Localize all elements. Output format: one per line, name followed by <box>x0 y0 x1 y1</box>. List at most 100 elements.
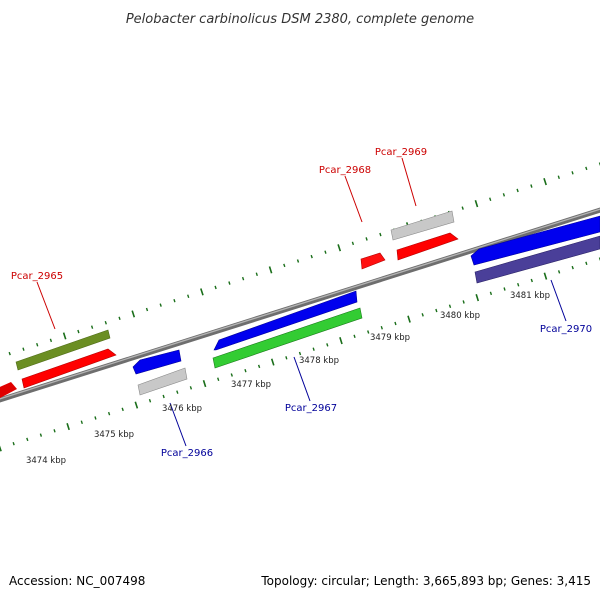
upper-scale-tick <box>571 171 574 175</box>
label-leader-lines <box>36 157 567 447</box>
lower-scale-tick <box>298 351 302 356</box>
lower-scale-tick <box>257 364 261 369</box>
upper-scale-tick <box>200 288 204 296</box>
scale-label-3479: 3479 kbp <box>370 333 410 343</box>
lower-scale-tick <box>148 398 152 403</box>
upper-scale-tick <box>296 259 300 263</box>
gene-pcar-2965-olive <box>15 329 111 371</box>
upper-scale-tick <box>351 241 355 246</box>
lower-scale-tick <box>189 386 193 390</box>
lower-scale-tick <box>394 321 397 326</box>
upper-scale-tick <box>585 166 588 171</box>
upper-scale-tick <box>379 232 382 237</box>
lower-scale-tick <box>475 294 480 302</box>
lower-scale-tick <box>176 390 179 394</box>
lower-scale-tick <box>66 422 70 431</box>
upper-scale-tick <box>159 303 162 307</box>
lower-scale-tick <box>367 330 370 334</box>
lower-scale-tick <box>26 437 29 442</box>
genome-backbone-highlight <box>0 208 600 400</box>
upper-scale-tick <box>365 237 368 241</box>
scale-label-3481: 3481 kbp <box>510 291 550 301</box>
upper-scale-tick <box>90 325 94 329</box>
gene-pcar-2966-blue <box>132 349 182 375</box>
lower-scale-tick <box>285 356 288 360</box>
upper-scale-tick <box>214 285 217 290</box>
lower-scale-tick <box>107 411 111 416</box>
lower-scale-tick <box>244 368 247 373</box>
upper-scale-tick <box>268 266 273 274</box>
scale-label-3477: 3477 kbp <box>231 380 271 390</box>
lower-tick-row <box>0 257 600 452</box>
upper-scale-tick <box>324 250 327 254</box>
lower-scale-tick <box>557 270 561 274</box>
upper-tick-row <box>8 162 600 356</box>
lower-scale-tick <box>571 265 574 270</box>
upper-scale-tick <box>173 298 176 303</box>
lower-scale-tick <box>530 278 533 283</box>
upper-scale-tick <box>557 175 560 180</box>
upper-scale-tick <box>62 332 67 340</box>
gene-pcar-2968 <box>360 252 386 270</box>
lower-scale-tick <box>270 358 275 366</box>
upper-scale-tick <box>461 206 464 210</box>
upper-scale-tick <box>77 329 80 334</box>
lower-scale-tick <box>462 300 465 304</box>
scale-label-3480: 3480 kbp <box>440 311 480 321</box>
lower-scale-tick <box>202 379 207 388</box>
upper-scale-tick <box>228 281 231 285</box>
upper-scale-tick <box>516 188 519 193</box>
lower-scale-tick <box>517 282 520 287</box>
upper-scale-tick <box>145 307 149 312</box>
gene-pcar-2969-gray <box>390 210 455 241</box>
gene-label-pcar-2968[interactable]: Pcar_2968 <box>319 165 371 176</box>
lower-scale-tick <box>39 433 43 437</box>
lower-scale-tick <box>230 373 233 377</box>
upper-scale-tick <box>104 320 107 325</box>
map-title: Pelobacter carbinolicus DSM 2380, comple… <box>126 12 474 27</box>
scale-label-3474: 3474 kbp <box>26 456 66 466</box>
gene-label-pcar-2969[interactable]: Pcar_2969 <box>375 147 427 158</box>
lower-scale-tick <box>217 377 220 382</box>
gene-feature-red-edge <box>0 382 17 398</box>
gene-pcar-2970-purple <box>474 235 600 284</box>
gene-pcar-2970-blue <box>470 215 600 266</box>
scale-label-3478: 3478 kbp <box>299 356 339 366</box>
genome-backbone <box>0 207 600 403</box>
lower-scale-tick <box>12 441 15 446</box>
lower-scale-tick <box>435 308 438 313</box>
lower-scale-tick <box>407 315 411 323</box>
upper-scale-tick <box>543 178 547 186</box>
lower-scale-tick <box>339 337 343 345</box>
upper-scale-tick <box>310 254 313 259</box>
lower-scale-tick <box>543 272 548 280</box>
upper-scale-tick <box>241 276 245 281</box>
lower-scale-tick <box>421 313 424 317</box>
gene-label-pcar-2967[interactable]: Pcar_2967 <box>285 403 337 414</box>
gene-label-pcar-2966[interactable]: Pcar_2966 <box>161 448 213 459</box>
lower-scale-tick <box>134 401 139 409</box>
upper-scale-tick <box>530 184 533 188</box>
scale-label-3476: 3476 kbp <box>162 404 202 414</box>
upper-scale-tick <box>283 263 286 268</box>
lower-scale-tick <box>380 325 383 330</box>
upper-scale-tick <box>502 193 506 197</box>
upper-scale-tick <box>489 197 492 202</box>
lower-scale-tick <box>0 445 2 452</box>
genome-summary-label: Topology: circular; Length: 3,665,893 bp… <box>260 574 591 588</box>
lower-scale-tick <box>121 407 124 412</box>
scale-label-3475: 3475 kbp <box>94 430 134 440</box>
upper-scale-tick <box>337 244 342 252</box>
upper-scale-tick <box>22 347 25 351</box>
gene-label-pcar-2965[interactable]: Pcar_2965 <box>11 271 63 282</box>
upper-scale-tick <box>187 294 190 299</box>
gene-pcar-2965-red <box>21 348 117 389</box>
lower-scale-tick <box>326 343 329 347</box>
accession-label: Accession: NC_007498 <box>9 574 145 588</box>
upper-scale-tick <box>8 351 11 356</box>
lower-scale-tick <box>503 287 506 291</box>
lower-scale-tick <box>489 291 493 296</box>
upper-scale-tick <box>49 338 53 343</box>
gene-label-pcar-2970[interactable]: Pcar_2970 <box>540 324 592 335</box>
